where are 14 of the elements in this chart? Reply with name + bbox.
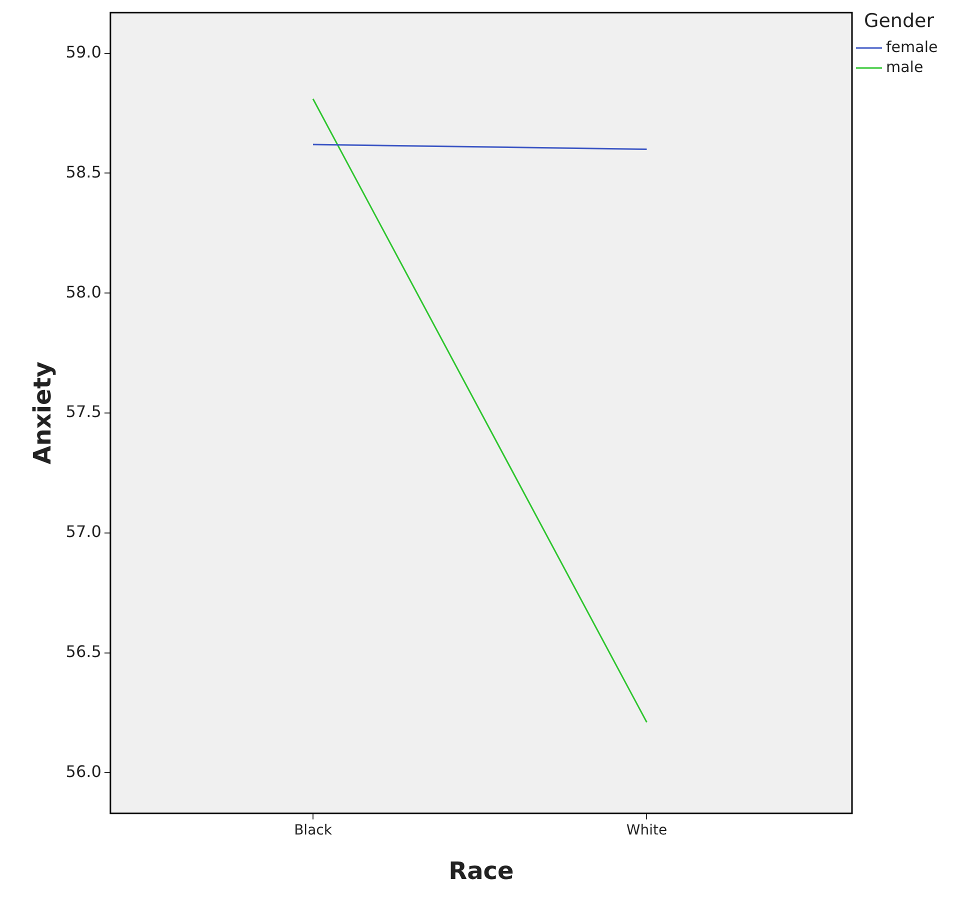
legend-label: male <box>886 58 924 76</box>
x-tick-label: White <box>626 822 668 838</box>
y-tick-label: 57.0 <box>66 522 102 542</box>
x-axis-title: Race <box>448 856 514 885</box>
y-tick-label: 59.0 <box>66 42 102 62</box>
y-tick-label: 57.5 <box>66 402 102 422</box>
y-tick-label: 58.0 <box>66 282 102 302</box>
x-tick-label: Black <box>294 822 333 838</box>
legend-label: female <box>886 38 938 56</box>
y-tick-label: 58.5 <box>66 162 102 182</box>
y-tick-label: 56.0 <box>66 762 102 781</box>
y-axis-title: Anxiety <box>28 361 57 464</box>
y-tick-label: 56.5 <box>66 642 102 661</box>
legend-title: Gender <box>864 10 934 32</box>
